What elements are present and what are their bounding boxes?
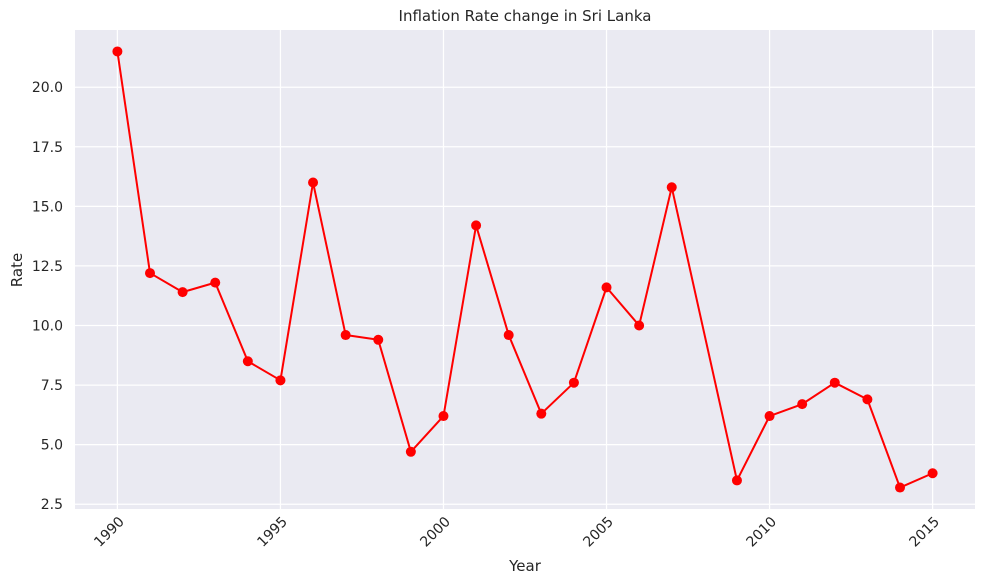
data-point: [275, 375, 286, 386]
data-point: [340, 330, 351, 341]
y-tick-label: 17.5: [32, 140, 63, 156]
x-axis-title: Year: [508, 557, 542, 575]
y-tick-label: 2.5: [41, 497, 63, 513]
data-point: [471, 220, 482, 231]
y-tick-label: 12.5: [32, 259, 63, 275]
x-tick-label: 2005: [580, 514, 617, 551]
x-tick-label: 2010: [743, 514, 780, 551]
y-tick-label: 20.0: [32, 80, 63, 96]
data-point: [634, 320, 645, 331]
data-point: [210, 277, 221, 288]
data-point: [895, 482, 905, 493]
data-point: [927, 468, 938, 479]
data-point: [405, 446, 416, 457]
grid-lines: [75, 30, 975, 509]
data-point: [601, 282, 612, 293]
data-point: [797, 399, 808, 410]
x-axis-ticks: 1990 1995 2000 2005 2010 2015: [91, 514, 943, 551]
data-point: [177, 287, 188, 298]
x-tick-label: 2000: [417, 514, 454, 551]
data-point: [764, 411, 775, 422]
data-point: [862, 394, 873, 405]
data-point: [666, 182, 677, 193]
y-axis-ticks: 2.5 5.0 7.5 10.0 12.5 15.0 17.5 20.0: [32, 80, 63, 513]
y-tick-label: 5.0: [41, 438, 63, 454]
data-point: [731, 475, 742, 486]
y-tick-label: 15.0: [32, 199, 63, 215]
y-axis-title: Rate: [8, 253, 26, 287]
x-tick-label: 1995: [254, 514, 291, 551]
y-tick-label: 10.0: [32, 319, 63, 335]
chart-title: Inflation Rate change in Sri Lanka: [399, 7, 652, 25]
data-point: [308, 177, 319, 188]
data-point: [503, 330, 514, 341]
plot-area: [75, 30, 975, 509]
series-layer: [112, 46, 938, 493]
data-point: [568, 377, 579, 388]
data-point: [373, 334, 384, 345]
x-tick-label: 1990: [91, 514, 128, 551]
data-point: [242, 356, 253, 367]
data-point: [438, 411, 449, 422]
data-point: [145, 268, 155, 279]
data-point: [112, 46, 123, 57]
data-point: [536, 408, 547, 419]
data-point: [829, 377, 840, 388]
y-tick-label: 7.5: [41, 378, 63, 394]
x-tick-label: 2015: [907, 514, 944, 551]
